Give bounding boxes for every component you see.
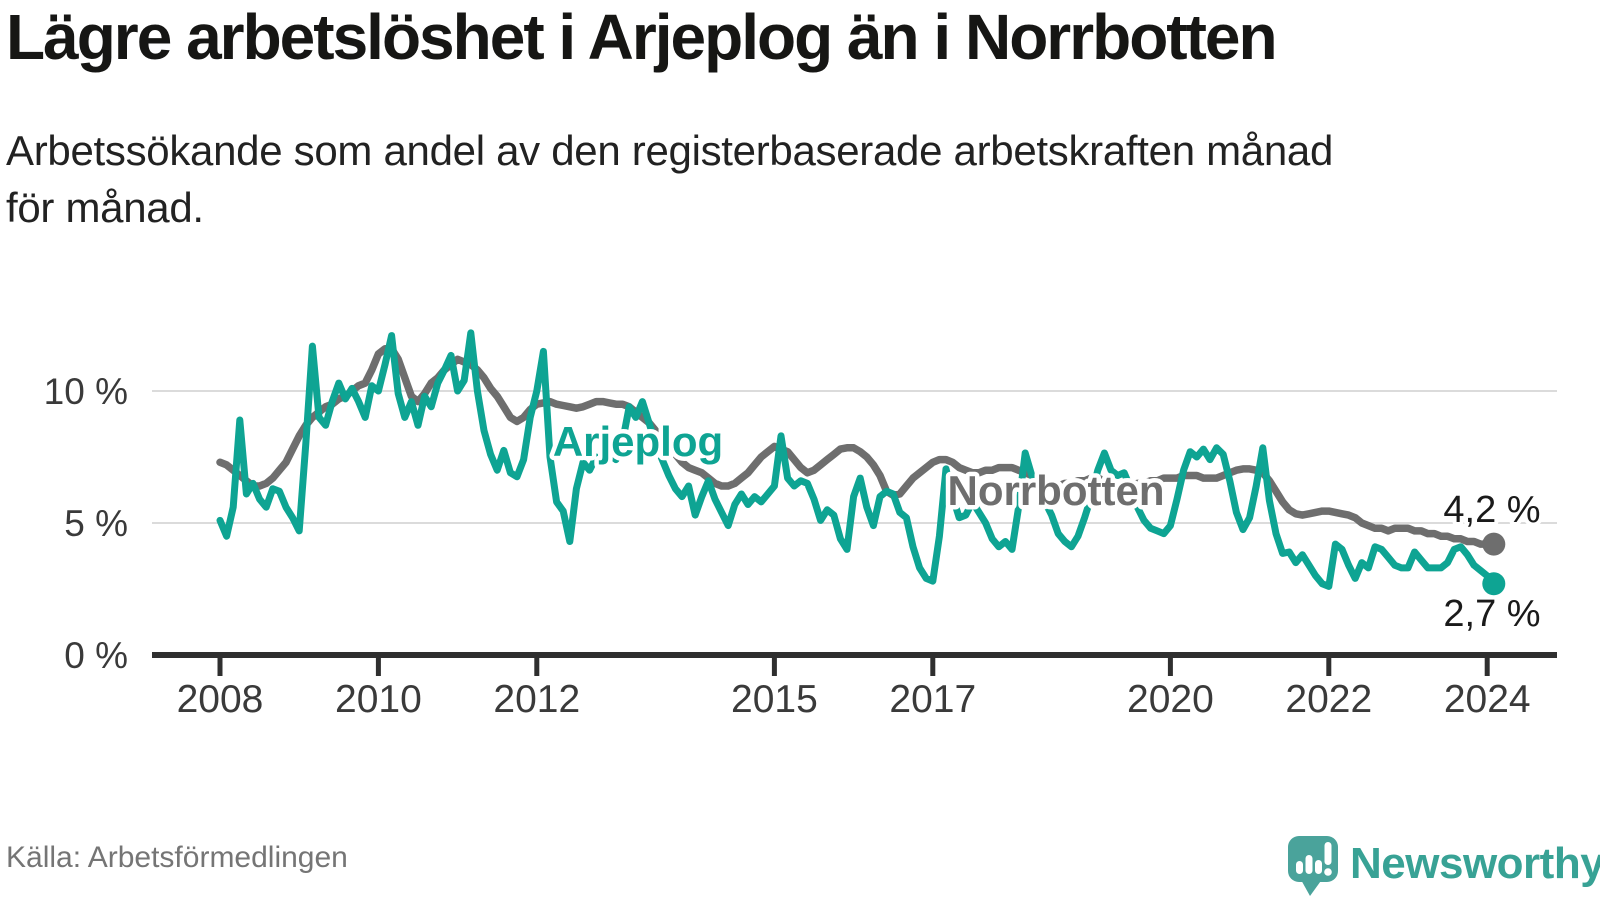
x-axis-tick-label: 2017 (889, 678, 976, 721)
x-axis-tick-label: 2022 (1285, 678, 1372, 721)
arjeplog-line (216, 329, 1498, 590)
y-axis-tick-label: 5 % (64, 503, 128, 544)
x-axis-tick-label: 2010 (335, 678, 422, 721)
x-axis-tick-label: 2015 (731, 678, 818, 721)
norrbotten-line (216, 345, 1498, 548)
norrbotten-end-dot (1482, 532, 1506, 556)
logo-bar-3 (1315, 860, 1322, 874)
x-axis-tick-label: 2008 (177, 678, 264, 721)
gridlines (152, 390, 1557, 524)
x-axis-tick-label: 2024 (1444, 678, 1531, 721)
logo-exclamation-dot (1324, 868, 1332, 876)
page-title: Lägre arbetslöshet i Arjeplog än i Norrb… (6, 1, 1278, 73)
subtitle-line-1: Arbetssökande som andel av den registerb… (6, 127, 1334, 174)
arjeplog-end-value: 2,7 % (1443, 593, 1540, 635)
source-note: Källa: Arbetsförmedlingen (6, 841, 348, 874)
logo-bar-1 (1296, 861, 1303, 874)
arjeplog-end-dot (1482, 572, 1506, 596)
arjeplog-series-label: Arjeplog (553, 418, 723, 465)
norrbotten-series-label: Norrbotten (948, 467, 1165, 514)
x-axis-tick-label: 2012 (493, 678, 580, 721)
logo-bar-2 (1305, 855, 1313, 874)
newsworthy-logo-bubble-icon (1288, 836, 1338, 896)
newsworthy-logo: Newsworthy (1288, 836, 1600, 896)
chart-subtitle: Arbetssökande som andel av den registerb… (6, 122, 1566, 236)
series-lines (216, 329, 1498, 590)
y-axis-tick-label: 10 % (44, 371, 128, 412)
norrbotten-end-value: 4,2 % (1443, 489, 1540, 531)
logo-exclamation-bar (1324, 842, 1332, 865)
x-axis-ticks: 2008 2010 2012 2015 2017 2020 2022 2024 (177, 658, 1531, 721)
y-axis-labels: 10 % 5 % 0 % (44, 371, 128, 676)
subtitle-line-2: för månad. (6, 184, 204, 232)
y-axis-tick-label: 0 % (64, 635, 128, 676)
x-axis-tick-label: 2020 (1127, 678, 1214, 721)
newsworthy-logo-text: Newsworthy (1350, 839, 1600, 888)
